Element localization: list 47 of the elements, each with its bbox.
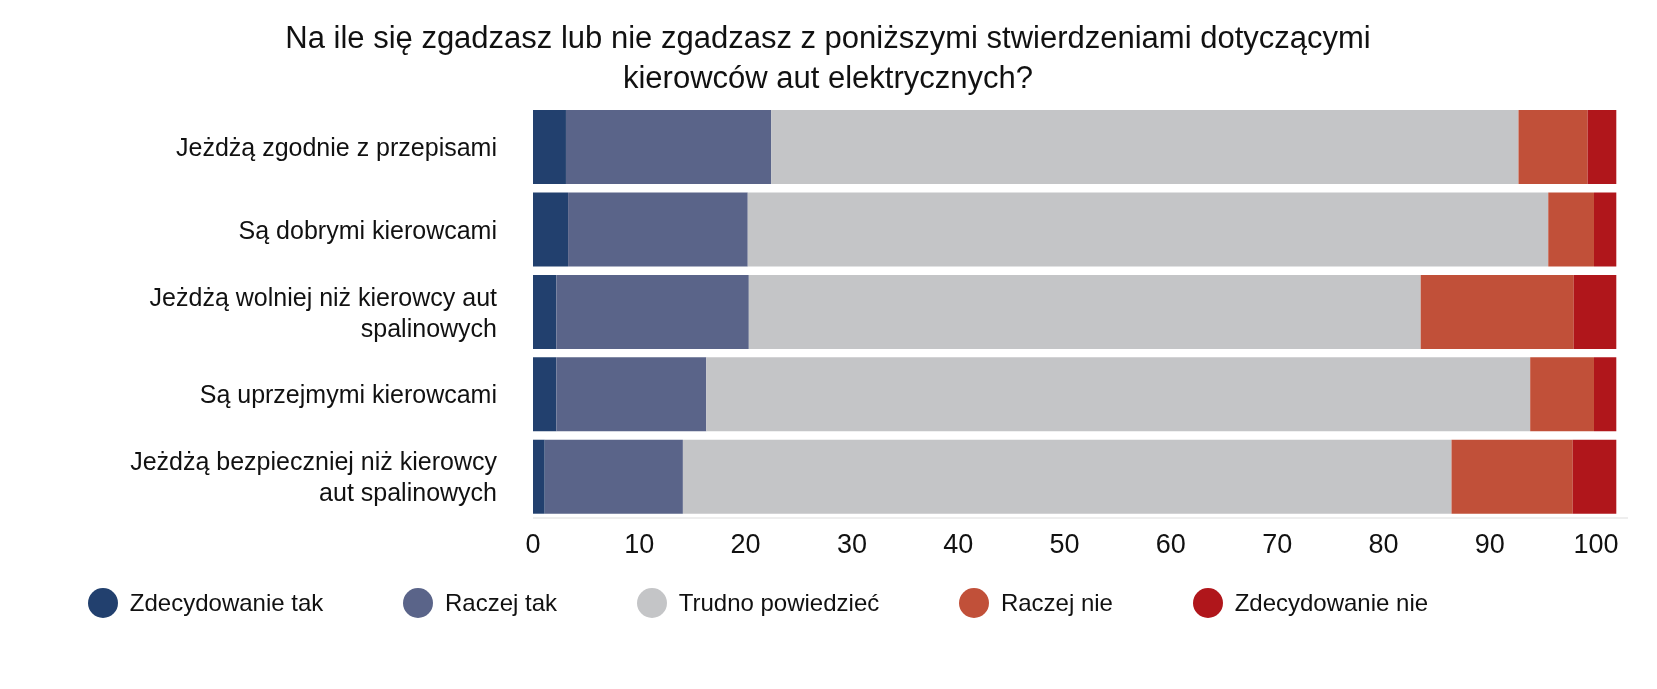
bar [1593,192,1617,267]
bar [1548,192,1594,267]
legend-label: Trudno powiedzieć [678,589,880,617]
bar [544,439,683,514]
bar [1587,110,1617,185]
bar [748,274,1421,349]
bar [1530,357,1594,432]
x-tick-label: 80 [1368,529,1399,560]
bar [568,192,748,267]
x-tick-label: 100 [1573,529,1619,560]
x-tick-label: 30 [836,529,867,560]
y-tick-label: Jeżdżą bezpieczniej niż kierowcy aut spalinowych [130,447,498,507]
bar [1572,439,1617,514]
bar [533,439,545,514]
bar [706,357,1531,432]
x-tick-label: 0 [525,529,541,560]
bar [682,439,1452,514]
bar [1518,110,1588,185]
legend-label: Raczej tak [444,589,557,617]
bar [533,110,566,185]
x-tick-label: 90 [1474,529,1505,560]
bar [1451,439,1573,514]
y-tick-label: Jeżdżą wolniej niż kierowcy aut spalinowych [149,282,498,342]
x-tick-label: 60 [1155,529,1186,560]
y-tick-label: Są dobrymi kierowcami [238,215,497,244]
bar [533,274,557,349]
x-tick-label: 20 [730,529,761,560]
chart-title: Na ile się zgadzasz lub nie zgadzasz z poniższymi stwierdzeniami dotyczącymi kierowców aut elektrycznych? [284,19,1372,97]
x-tick-label: 50 [1049,529,1080,560]
bar [533,192,569,267]
x-tick-label: 10 [624,529,655,560]
legend-label: Zdecydowanie tak [129,589,324,617]
bar [771,110,1519,185]
y-tick-label: Jeżdżą zgodnie z przepisami [176,133,497,162]
y-tick-label: Są uprzejmymi kierowcami [199,380,497,409]
legend-label: Raczej nie [1000,589,1113,617]
bar [565,110,772,185]
bar [747,192,1549,267]
legend-label: Zdecydowanie nie [1234,589,1429,617]
bar [1420,274,1574,349]
bar [533,357,557,432]
x-tick-label: 40 [943,529,974,560]
bar [556,274,749,349]
bar [1593,357,1617,432]
bar [1573,274,1617,349]
bar [556,357,707,432]
x-tick-label: 70 [1262,529,1293,560]
